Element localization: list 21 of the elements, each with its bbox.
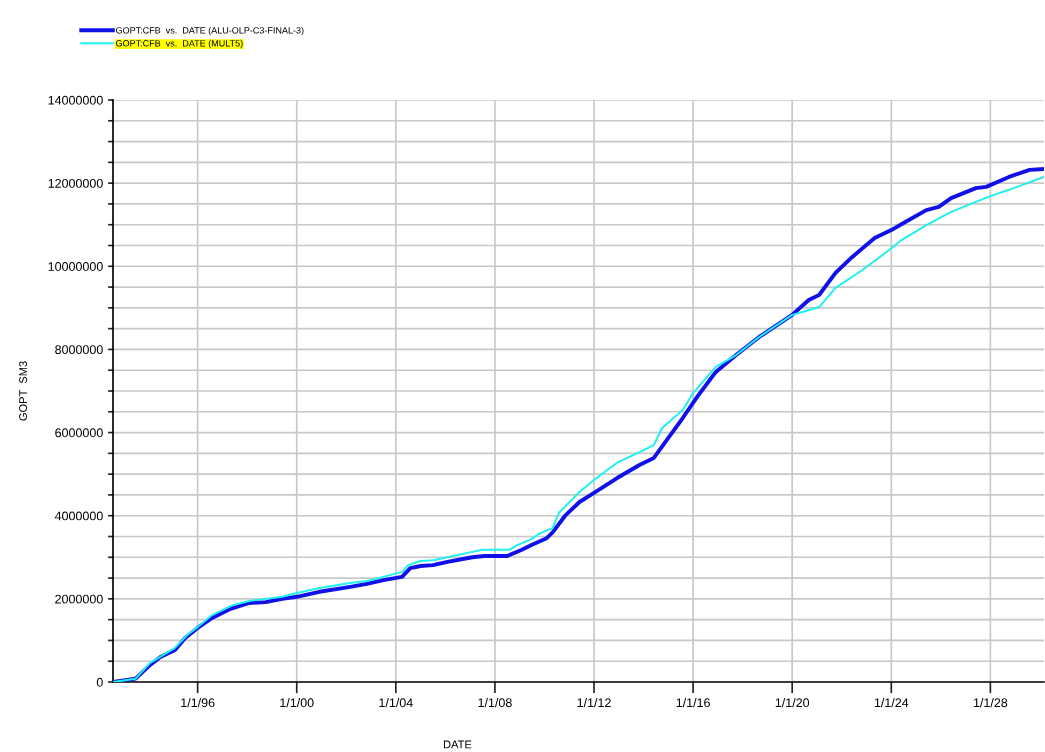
x-tick-label: 1/1/20 [775,697,810,708]
y-tick-label: 6000000 [55,428,103,438]
x-tick-label: 1/1/16 [676,697,710,708]
x-tick-label: 1/1/00 [280,697,314,708]
x-tick-label: 1/1/08 [478,697,512,708]
y-tick-label: 0 [96,677,103,687]
legend-label: GOPT:CFB vs. DATE (ALU-OLP-C3-FINAL-3) [116,26,304,36]
y-tick-label: 2000000 [55,594,103,604]
x-tick-label: 1/1/24 [874,697,909,708]
x-axis-title: DATE [443,740,472,749]
x-tick-label: 1/1/12 [577,697,611,708]
y-tick-label: 8000000 [55,345,103,355]
legend-label: GOPT:CFB vs. DATE (MULT5) [116,39,243,49]
y-tick-label: 14000000 [48,95,103,105]
x-tick-label: 1/1/28 [973,697,1008,708]
y-axis-title: GOPT SM3 [19,361,28,421]
y-tick-label: 4000000 [54,511,103,521]
x-tick-label: 1/1/96 [181,697,215,708]
x-tick-label: 1/1/04 [379,697,413,708]
y-tick-label: 12000000 [48,178,103,188]
y-tick-label: 10000000 [48,262,103,271]
